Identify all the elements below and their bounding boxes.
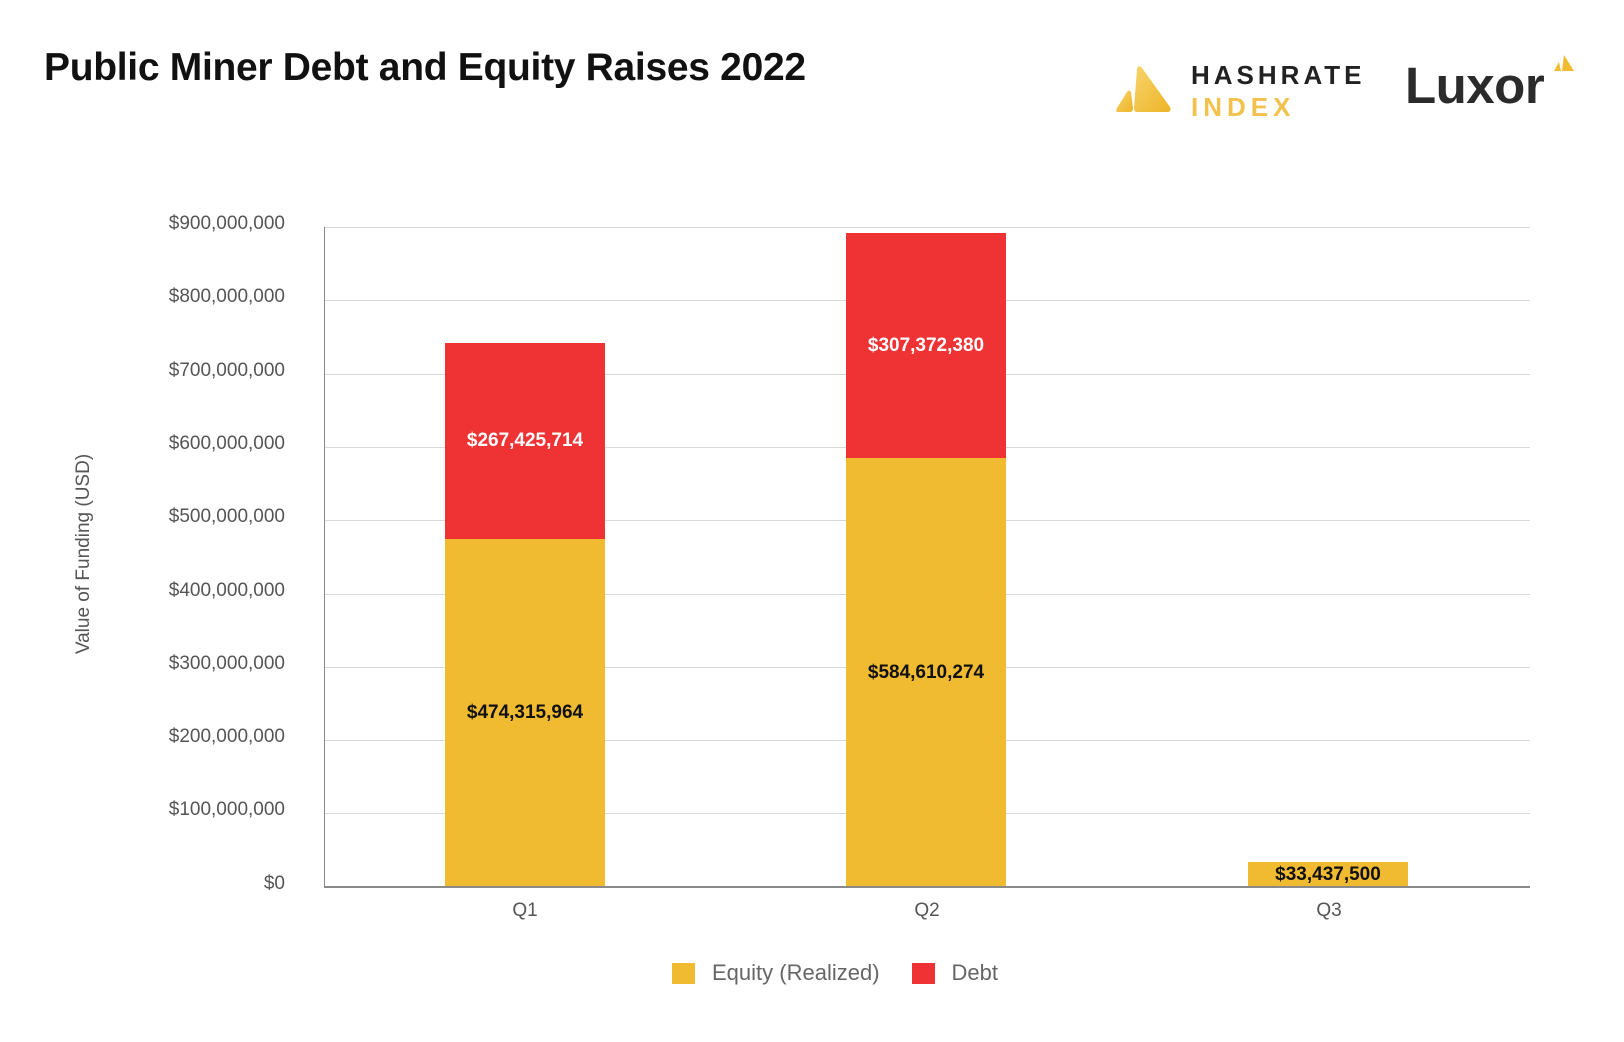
data-label: $307,372,380	[867, 334, 985, 356]
bar-segment-debt[interactable]: $267,425,714	[445, 343, 605, 539]
luxor-logo: Luxor	[1405, 54, 1585, 114]
legend-item-equity[interactable]: Equity (Realized)	[672, 960, 880, 986]
bar-segment-equity[interactable]: $584,610,274	[846, 458, 1006, 887]
bar-segment-equity[interactable]: $474,315,964	[445, 539, 605, 887]
y-axis-line	[324, 227, 325, 887]
legend-label: Debt	[951, 960, 998, 985]
data-label: $584,610,274	[867, 661, 985, 683]
bar-q3[interactable]: $33,437,500	[1248, 862, 1408, 887]
legend-swatch-debt	[911, 962, 935, 984]
y-tick-label: $400,000,000	[168, 580, 285, 601]
data-label: $33,437,500	[1275, 863, 1381, 885]
legend-label: Equity (Realized)	[712, 960, 880, 985]
hashrate-index-icon	[1116, 66, 1171, 112]
chart-legend: Equity (Realized) Debt	[672, 960, 1030, 986]
data-label: $474,315,964	[466, 702, 584, 723]
gridline	[324, 227, 1530, 228]
y-tick-label: $500,000,000	[168, 506, 285, 527]
hashrate-index-logo: HASHRATE INDEX	[1115, 60, 1366, 122]
index-wordmark: INDEX	[1191, 92, 1296, 122]
luxor-wordmark: Luxor	[1405, 57, 1545, 114]
legend-swatch-equity	[672, 962, 695, 984]
legend-item-debt[interactable]: Debt	[911, 960, 998, 986]
y-tick-label: $900,000,000	[168, 213, 285, 234]
y-tick-label: $200,000,000	[168, 726, 285, 747]
y-axis-label: Value of Funding (USD)	[73, 453, 94, 655]
hashrate-wordmark: HASHRATE	[1191, 60, 1366, 90]
luxor-mark-icon	[1554, 55, 1574, 71]
data-label: $267,425,714	[466, 430, 584, 451]
x-tick-label: Q1	[512, 900, 538, 921]
bar-q2[interactable]: $307,372,380 $584,610,274	[846, 233, 1006, 887]
y-tick-label: $700,000,000	[168, 360, 285, 381]
bar-q1[interactable]: $267,425,714 $474,315,964	[445, 343, 605, 887]
y-tick-label: $300,000,000	[168, 653, 285, 674]
y-tick-label: $0	[263, 873, 285, 894]
y-tick-label: $600,000,000	[168, 433, 285, 454]
x-tick-label: Q2	[914, 900, 940, 921]
y-tick-label: $100,000,000	[168, 799, 285, 820]
x-axis-line	[324, 886, 1530, 888]
x-tick-label: Q3	[1316, 900, 1342, 921]
bar-segment-equity[interactable]: $33,437,500	[1248, 862, 1408, 887]
chart-title: Public Miner Debt and Equity Raises 2022	[44, 46, 806, 89]
y-tick-label: $800,000,000	[168, 286, 285, 307]
bar-segment-debt[interactable]: $307,372,380	[846, 233, 1006, 458]
